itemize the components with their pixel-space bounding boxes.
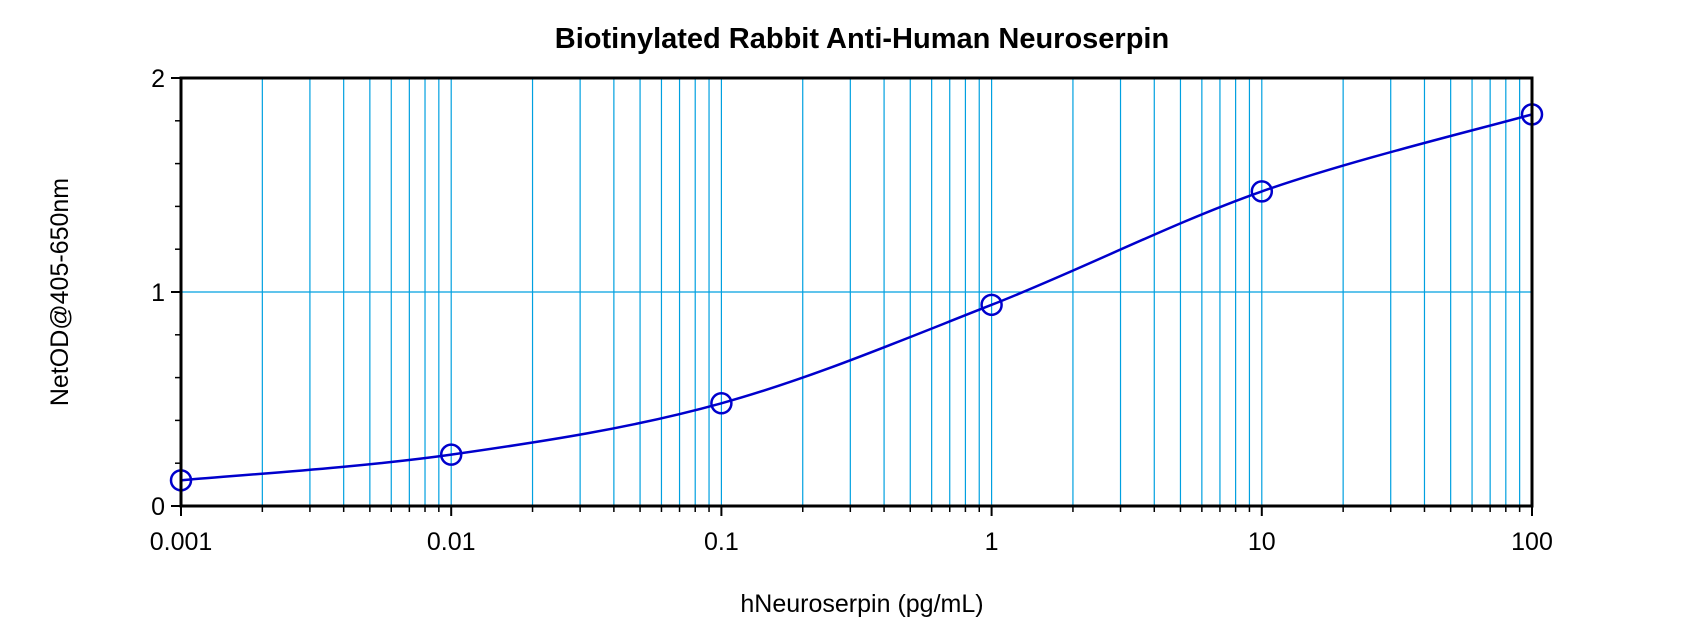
grid: [180, 77, 1533, 507]
fit-curve-layer: [180, 113, 1533, 482]
x-axis-label: hNeuroserpin (pg/mL): [740, 590, 983, 618]
fit-curve: [180, 113, 1533, 482]
x-tick-label: 0.1: [704, 528, 739, 556]
data-point: [1250, 180, 1274, 203]
chart-title: Biotinylated Rabbit Anti-Human Neuroserp…: [555, 23, 1169, 55]
x-tick-label: 10: [1248, 528, 1276, 556]
x-tick-label: 100: [1511, 528, 1553, 556]
y-tick-label: 2: [151, 65, 165, 93]
points-layer: [169, 103, 1544, 492]
y-tick-label: 0: [151, 493, 165, 521]
x-tick-label: 0.01: [427, 528, 476, 556]
data-point: [439, 443, 463, 466]
x-tick-label: 1: [985, 528, 999, 556]
y-axis-label: NetOD@405-650nm: [46, 178, 74, 406]
x-tick-label: 0.001: [150, 528, 213, 556]
data-point: [710, 392, 733, 415]
ticks: 0.001 0.01 0.1 1 10 100 0 1 2: [150, 65, 1553, 556]
plot-frame: [179, 76, 1534, 508]
data-point: [980, 293, 1003, 317]
y-tick-label: 1: [151, 279, 165, 307]
